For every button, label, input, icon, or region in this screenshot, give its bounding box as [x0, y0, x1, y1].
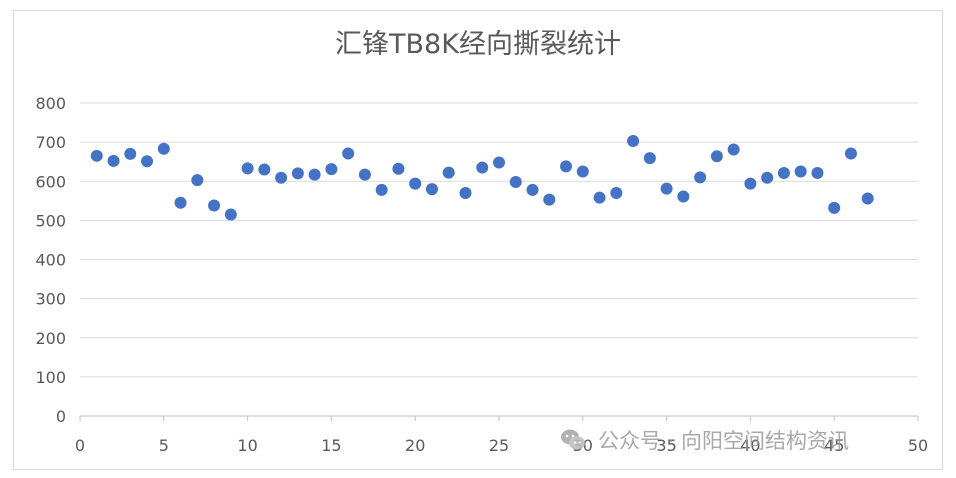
x-tick-label: 35 — [656, 436, 676, 455]
x-tick-label: 10 — [237, 436, 257, 455]
data-point — [124, 147, 137, 160]
watermark: 公众号 · 向阳空间结构资讯 — [560, 425, 849, 455]
data-point — [90, 149, 103, 162]
data-point — [459, 186, 472, 199]
data-point — [342, 147, 355, 160]
data-point — [375, 183, 388, 196]
data-point — [107, 154, 120, 167]
chart-title: 汇锋TB8K经向撕裂统计 — [335, 29, 621, 60]
data-point — [777, 167, 790, 180]
data-point — [325, 163, 338, 176]
data-point — [358, 168, 371, 181]
data-point — [409, 177, 422, 190]
data-point — [275, 171, 288, 184]
data-point — [208, 199, 221, 212]
wechat-icon — [561, 429, 585, 450]
data-point — [543, 193, 556, 206]
x-tick-label: 0 — [75, 436, 85, 455]
x-tick-label: 5 — [159, 436, 169, 455]
x-tick-label: 50 — [908, 436, 928, 455]
data-point — [576, 165, 589, 178]
x-tick-label: 20 — [405, 436, 425, 455]
y-tick-label: 500 — [35, 211, 66, 230]
data-point — [627, 134, 640, 147]
data-point — [241, 162, 254, 175]
data-point — [509, 176, 522, 189]
data-point — [744, 177, 757, 190]
data-point — [425, 183, 438, 196]
y-tick-label: 400 — [35, 251, 66, 270]
data-point — [258, 163, 271, 176]
data-point — [224, 208, 237, 221]
x-tick-label: 45 — [824, 436, 844, 455]
data-point — [526, 183, 539, 196]
data-point — [844, 147, 857, 160]
data-point — [677, 190, 690, 203]
y-tick-label: 800 — [35, 94, 66, 113]
data-point — [476, 161, 489, 174]
y-tick-label: 700 — [35, 133, 66, 152]
data-point — [761, 171, 774, 184]
data-point — [291, 167, 304, 180]
y-tick-label: 600 — [35, 172, 66, 191]
data-point — [392, 162, 405, 175]
data-point — [794, 165, 807, 178]
data-point — [828, 201, 841, 214]
watermark-text: 公众号 · 向阳空间结构资讯 — [598, 429, 850, 453]
data-point — [610, 186, 623, 199]
chart-frame — [13, 10, 943, 470]
x-tick-label: 40 — [740, 436, 760, 455]
data-point — [141, 155, 154, 168]
data-point — [660, 182, 673, 195]
data-point — [861, 192, 874, 205]
y-tick-label: 300 — [35, 290, 66, 309]
data-point — [442, 166, 455, 179]
y-tick-label: 100 — [35, 368, 66, 387]
data-point — [710, 150, 723, 163]
data-point — [727, 143, 740, 156]
x-tick-label: 25 — [489, 436, 509, 455]
data-point — [174, 196, 187, 209]
data-point — [493, 156, 505, 169]
y-tick-label: 200 — [35, 329, 66, 348]
y-tick-label: 0 — [56, 407, 66, 426]
data-point — [694, 171, 707, 184]
data-point — [643, 152, 656, 165]
x-tick-label: 15 — [321, 436, 341, 455]
data-point — [560, 160, 573, 173]
data-point — [157, 142, 170, 155]
data-point — [191, 174, 204, 187]
data-point — [811, 167, 824, 180]
data-point — [308, 168, 321, 181]
data-point — [593, 191, 606, 204]
